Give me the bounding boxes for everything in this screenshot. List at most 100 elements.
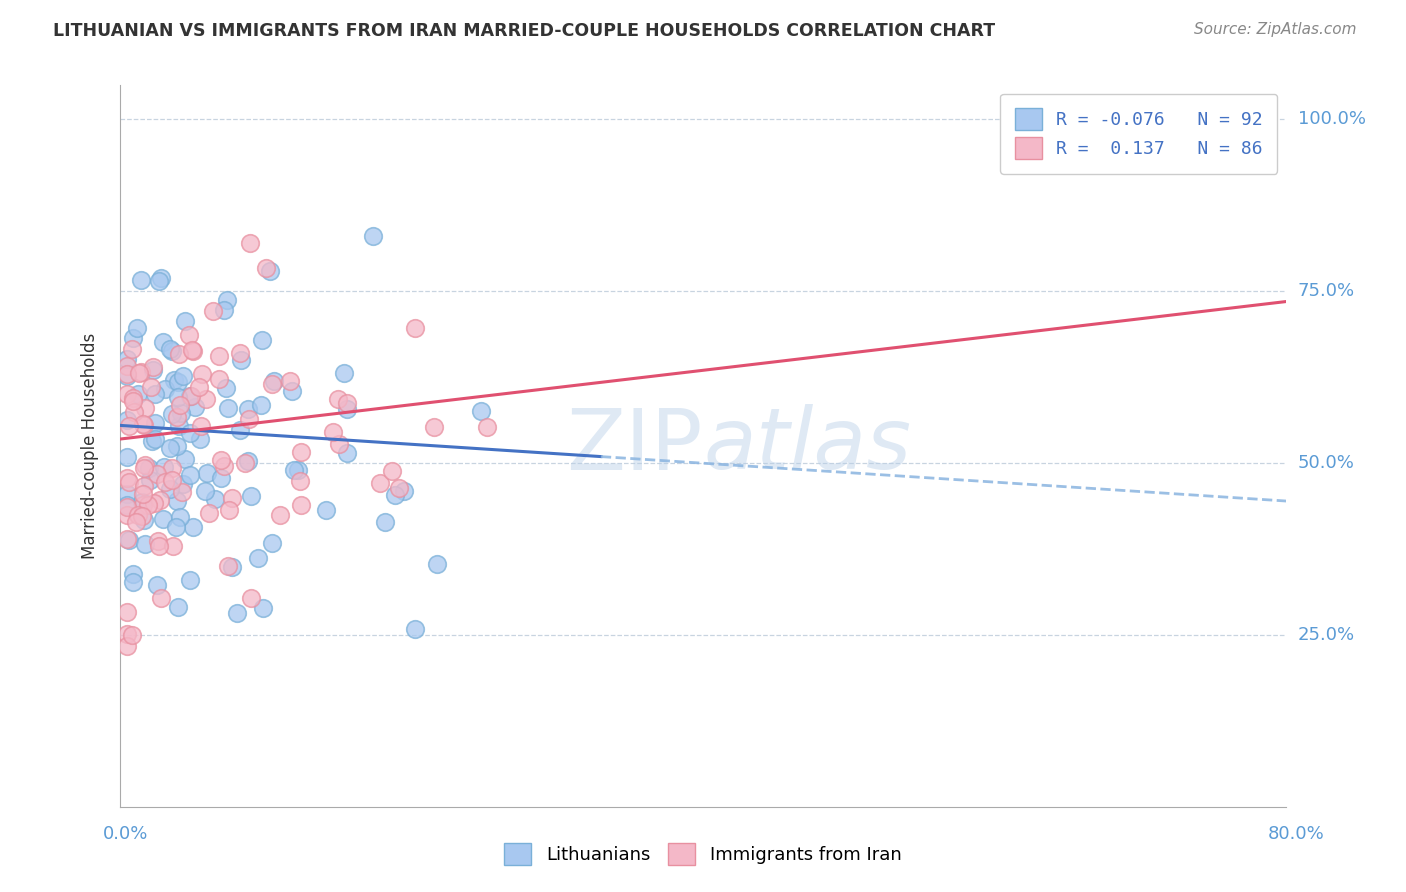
Point [160, 344, 183, 359]
Point [115, 606, 138, 620]
Point [322, 425, 344, 439]
Point [115, 639, 138, 653]
Point [333, 366, 356, 380]
Point [336, 445, 359, 459]
Text: LITHUANIAN VS IMMIGRANTS FROM IRAN MARRIED-COUPLE HOUSEHOLDS CORRELATION CHART: LITHUANIAN VS IMMIGRANTS FROM IRAN MARRI… [53, 22, 995, 40]
Point [134, 513, 156, 527]
Point [231, 352, 253, 367]
Point [129, 365, 152, 379]
Point [181, 343, 204, 357]
Point [181, 520, 204, 534]
Point [141, 434, 163, 449]
Point [115, 369, 138, 384]
Point [142, 360, 165, 375]
Point [262, 536, 284, 550]
Point [166, 375, 188, 389]
Point [148, 534, 170, 549]
Point [236, 454, 259, 468]
Point [143, 416, 166, 430]
Point [149, 271, 172, 285]
Point [169, 398, 191, 412]
Point [148, 274, 170, 288]
Point [134, 401, 156, 416]
Point [136, 499, 159, 513]
Point [184, 400, 207, 414]
Text: ZIP: ZIP [567, 404, 703, 488]
Point [384, 488, 406, 502]
Point [190, 419, 212, 434]
Point [127, 508, 149, 522]
Point [252, 601, 274, 615]
Point [177, 327, 200, 342]
Point [283, 463, 305, 477]
Point [281, 384, 304, 399]
Point [149, 492, 172, 507]
Point [187, 379, 209, 393]
Point [132, 418, 155, 433]
Point [143, 387, 166, 401]
Point [134, 460, 156, 475]
Point [170, 484, 193, 499]
Point [217, 559, 239, 574]
Point [166, 410, 188, 425]
Point [125, 515, 148, 529]
Point [115, 351, 138, 366]
Point [139, 473, 162, 487]
Point [190, 367, 212, 381]
Point [138, 460, 160, 475]
Point [392, 484, 415, 499]
Point [152, 512, 174, 526]
Point [162, 539, 184, 553]
Point [132, 417, 155, 431]
Point [159, 441, 181, 455]
Point [328, 392, 350, 407]
Point [217, 293, 239, 307]
Point [269, 508, 291, 522]
Point [475, 420, 498, 434]
Point [166, 494, 188, 508]
Text: 50.0%: 50.0% [1298, 454, 1354, 472]
Point [128, 367, 150, 381]
Point [115, 499, 138, 513]
Point [162, 473, 184, 487]
Point [152, 460, 174, 475]
Point [252, 333, 274, 347]
Point [169, 419, 191, 434]
Text: 0.0%: 0.0% [103, 825, 148, 843]
Point [145, 578, 167, 592]
Point [404, 321, 426, 335]
Point [217, 401, 239, 415]
Point [212, 458, 235, 473]
Text: 25.0%: 25.0% [1298, 626, 1355, 644]
Point [170, 406, 193, 420]
Text: atlas: atlas [703, 404, 911, 488]
Point [148, 539, 170, 553]
Point [180, 389, 202, 403]
Point [129, 273, 152, 287]
Point [115, 470, 138, 484]
Point [228, 346, 250, 360]
Point [174, 452, 197, 467]
Point [153, 383, 176, 397]
Point [131, 508, 153, 523]
Point [122, 566, 145, 581]
Point [122, 331, 145, 345]
Point [139, 380, 162, 394]
Point [368, 475, 391, 490]
Point [218, 503, 240, 517]
Point [315, 502, 337, 516]
Point [115, 500, 138, 514]
Point [239, 235, 262, 250]
Point [115, 627, 138, 641]
Point [122, 404, 145, 418]
Point [259, 263, 281, 277]
Point [215, 381, 238, 395]
Point [159, 482, 181, 496]
Point [132, 498, 155, 512]
Point [179, 573, 201, 587]
Point [426, 557, 449, 571]
Point [221, 559, 243, 574]
Point [204, 492, 226, 507]
Point [336, 402, 359, 417]
Point [125, 320, 148, 334]
